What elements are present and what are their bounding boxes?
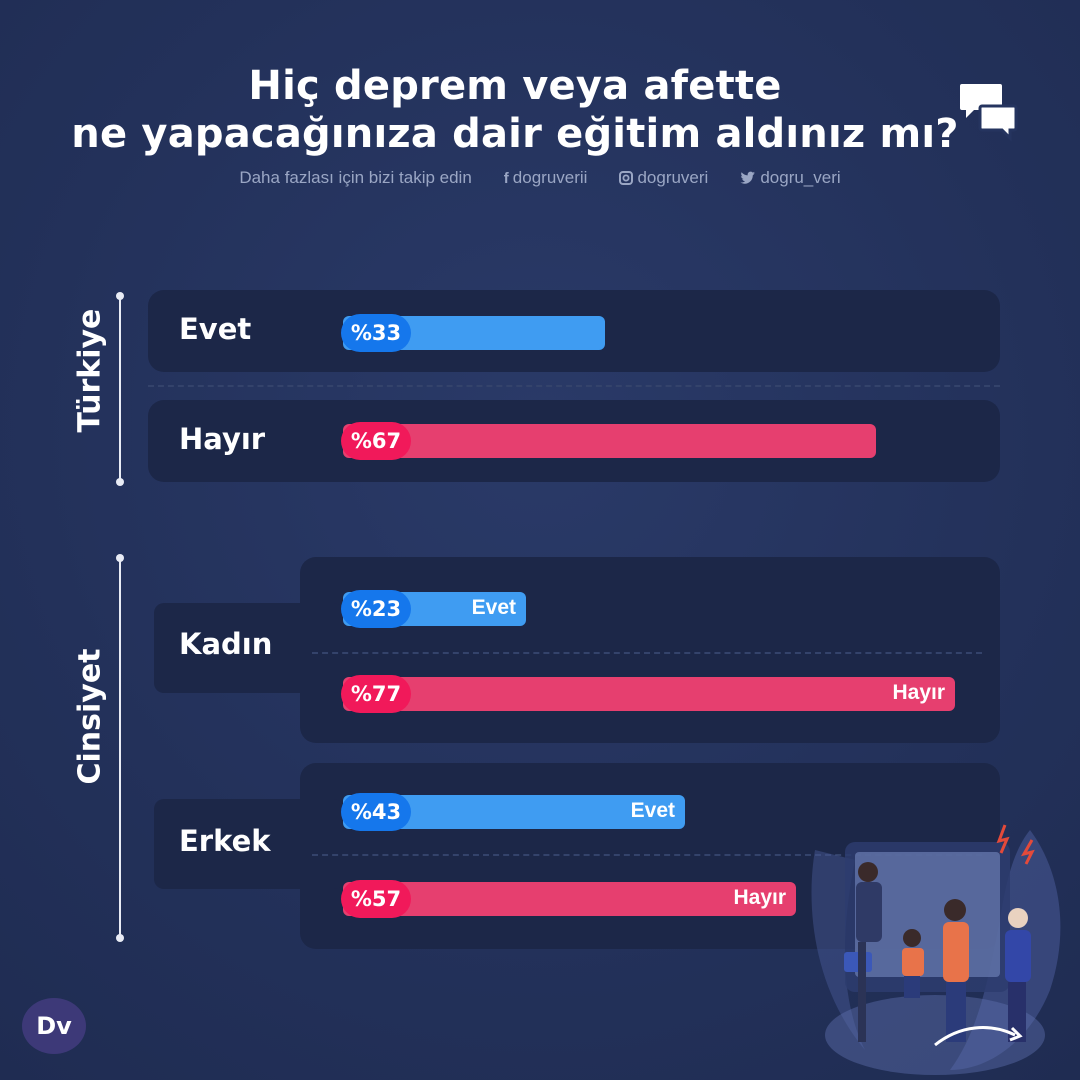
instagram-handle: dogruveri xyxy=(637,168,709,187)
row-label-hayir: Hayır xyxy=(179,422,266,456)
facebook-handle: dogruverii xyxy=(512,168,588,187)
twitter-icon xyxy=(740,171,756,184)
turkiye-hayir-bar xyxy=(343,424,876,458)
social-row: Daha fazlası için bizi takip edin f dogr… xyxy=(0,168,1080,188)
twitter-link[interactable]: dogru_veri xyxy=(740,168,841,188)
kadin-hayir-value-label: %77 xyxy=(341,675,411,713)
panel-kadin-bars xyxy=(300,557,1000,743)
kadin-hayir-bar xyxy=(343,677,955,711)
erkek-hayir-value-label: %57 xyxy=(341,880,411,918)
chat-bubbles-icon xyxy=(960,84,1018,142)
divider-turkiye xyxy=(148,385,1000,387)
turkiye-axis-line xyxy=(119,296,121,482)
divider-kadin xyxy=(312,652,982,654)
instagram-icon xyxy=(619,171,634,185)
row-label-evet: Evet xyxy=(179,312,252,346)
turkiye-axis-bottom-dot xyxy=(116,478,124,486)
erkek-evet-series-label: Evet xyxy=(630,799,675,822)
panel-erkek-label xyxy=(154,799,344,889)
turkiye-hayir-value-label: %67 xyxy=(341,422,411,460)
kadin-evet-series-label: Evet xyxy=(471,596,516,619)
cinsiyet-axis-bottom-dot xyxy=(116,934,124,942)
turkiye-axis-top-dot xyxy=(116,292,124,300)
people-with-tablet-illustration xyxy=(811,824,1061,1075)
kadin-hayir-series-label: Hayır xyxy=(892,681,945,704)
group-label-cinsiyet: Cinsiyet xyxy=(72,648,108,785)
twitter-handle: dogru_veri xyxy=(760,168,841,187)
follow-text: Daha fazlası için bizi takip edin xyxy=(239,168,472,187)
erkek-hayir-bar xyxy=(343,882,796,916)
title-line-2: ne yapacağınıza dair eğitim aldınız mı? xyxy=(71,111,959,157)
facebook-icon: f xyxy=(503,169,509,187)
divider-erkek xyxy=(312,854,982,856)
row-label-kadin: Kadın xyxy=(179,627,273,661)
erkek-hayir-series-label: Hayır xyxy=(733,886,786,909)
turkiye-evet-value-label: %33 xyxy=(341,314,411,352)
title-line-1: Hiç deprem veya afette xyxy=(248,63,782,109)
cinsiyet-axis-line xyxy=(119,558,121,938)
erkek-evet-value-label: %43 xyxy=(341,793,411,831)
row-label-erkek: Erkek xyxy=(179,824,271,858)
group-label-turkiye: Türkiye xyxy=(72,308,108,433)
instagram-link[interactable]: dogruveri xyxy=(619,168,708,188)
facebook-link[interactable]: f dogruverii xyxy=(504,168,588,188)
cinsiyet-axis-top-dot xyxy=(116,554,124,562)
panel-kadin-label xyxy=(154,603,344,693)
kadin-evet-value-label: %23 xyxy=(341,590,411,628)
dogruveri-logo: Dv xyxy=(22,998,86,1054)
chart-title: Hiç deprem veya afette ne yapacağınıza d… xyxy=(0,62,1030,158)
